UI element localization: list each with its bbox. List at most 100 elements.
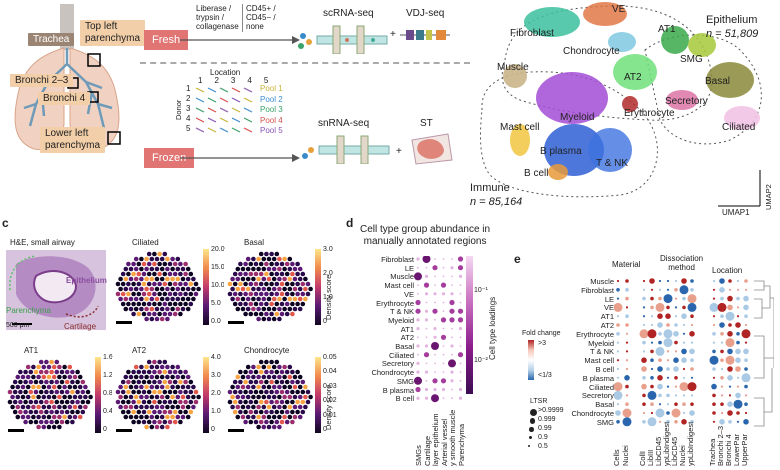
spot [154, 266, 160, 272]
spot [271, 296, 277, 302]
spot [243, 369, 248, 375]
donor-sample [207, 117, 217, 123]
spot [282, 364, 287, 370]
spot [178, 409, 183, 415]
d-dot [450, 292, 454, 296]
e-dot [649, 278, 655, 284]
spot [170, 374, 175, 380]
spot [245, 374, 251, 380]
e-dot [625, 359, 629, 362]
spot [154, 404, 160, 410]
e-dot [736, 411, 740, 415]
spot [292, 276, 298, 282]
spot [152, 291, 157, 297]
e-dot [720, 341, 724, 344]
map-tick: 0.04 [323, 368, 337, 376]
spot [126, 389, 131, 395]
d-dot [422, 256, 431, 263]
e-dot [712, 393, 716, 398]
e-dot [658, 332, 662, 336]
d-dot [434, 301, 436, 304]
e-dot [681, 313, 687, 319]
spot [51, 424, 57, 430]
spot [290, 389, 295, 395]
spot [253, 379, 259, 385]
spot [131, 389, 136, 395]
d-dot [434, 319, 436, 321]
spot [240, 286, 246, 292]
e-dot [728, 420, 732, 424]
spot [64, 379, 70, 385]
d-dot [451, 397, 453, 400]
e-dot [650, 305, 654, 310]
spot [41, 364, 47, 370]
spot [15, 374, 21, 380]
dendrogram [754, 280, 774, 427]
e-dot [642, 411, 646, 415]
cluster-at1: AT1 [658, 24, 676, 35]
spot [139, 286, 144, 292]
spot [157, 419, 162, 425]
spot [191, 276, 196, 282]
panel-letter-c: c [2, 216, 9, 230]
spot [266, 394, 272, 400]
map-tick: 2.0 [211, 390, 221, 397]
e-dot [736, 340, 740, 345]
spot [305, 399, 311, 405]
spot [175, 306, 181, 312]
e-dot [616, 279, 620, 283]
d-row-label: Chondrocyte [371, 368, 414, 378]
spot [18, 369, 23, 375]
spot [235, 374, 241, 380]
e-dot [674, 315, 678, 318]
spot [162, 311, 168, 317]
e-dot [687, 382, 697, 392]
spot [292, 384, 298, 390]
map-title: AT1 [24, 346, 39, 355]
d-dot [417, 353, 419, 356]
spot [49, 389, 54, 395]
spot [157, 291, 162, 297]
spot [256, 404, 261, 410]
spot [128, 276, 134, 282]
spot [230, 384, 235, 390]
e-dot [720, 402, 724, 406]
spot [136, 291, 142, 297]
spot [287, 394, 293, 400]
spot [269, 251, 274, 257]
e-dot [712, 297, 716, 300]
map-colorbar [315, 357, 321, 433]
d-dot [434, 353, 436, 356]
spot [269, 261, 274, 267]
spot [185, 404, 191, 410]
spot [243, 261, 248, 267]
spot [172, 311, 178, 317]
d-dot [451, 336, 453, 339]
spot [230, 394, 235, 400]
spot [264, 301, 269, 307]
spot [46, 414, 52, 420]
spot [227, 291, 233, 297]
e-dot [727, 401, 733, 407]
spot [154, 296, 160, 302]
spot [277, 374, 282, 380]
e-dot [712, 332, 716, 336]
e-dot [682, 376, 686, 379]
e-dot [642, 296, 646, 301]
donor-sample [195, 117, 205, 123]
spot [172, 281, 178, 287]
spot [118, 384, 123, 390]
e-dot [642, 393, 646, 398]
spot [120, 389, 126, 395]
spot [144, 306, 149, 312]
e-dot [655, 408, 665, 418]
d-dot [417, 292, 419, 295]
spot [144, 424, 149, 430]
spot [162, 419, 168, 425]
d-dot [457, 317, 464, 323]
spot [256, 306, 261, 312]
d-dot [442, 362, 445, 365]
e-row-label: AT1 [600, 312, 614, 322]
e-dot [720, 358, 724, 362]
spot [284, 301, 290, 307]
